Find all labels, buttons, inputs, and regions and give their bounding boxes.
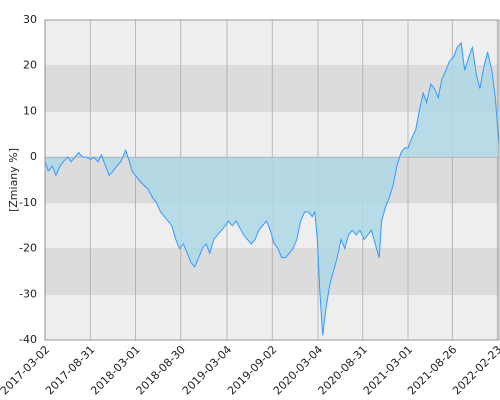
- y-tick-label: -40: [19, 333, 37, 346]
- y-tick-label: 30: [23, 13, 37, 26]
- y-tick-label: 10: [23, 104, 37, 117]
- y-tick-label: -10: [19, 196, 37, 209]
- plot-frame: [44, 19, 500, 341]
- y-tick-label: 0: [30, 150, 37, 163]
- y-tick-label: -20: [19, 242, 37, 255]
- y-tick-label: -30: [19, 287, 37, 300]
- y-tick-label: 20: [23, 59, 37, 72]
- line: [44, 41, 500, 336]
- y-axis-label: [Zmiany %]: [7, 148, 20, 212]
- area-fill: [45, 42, 499, 336]
